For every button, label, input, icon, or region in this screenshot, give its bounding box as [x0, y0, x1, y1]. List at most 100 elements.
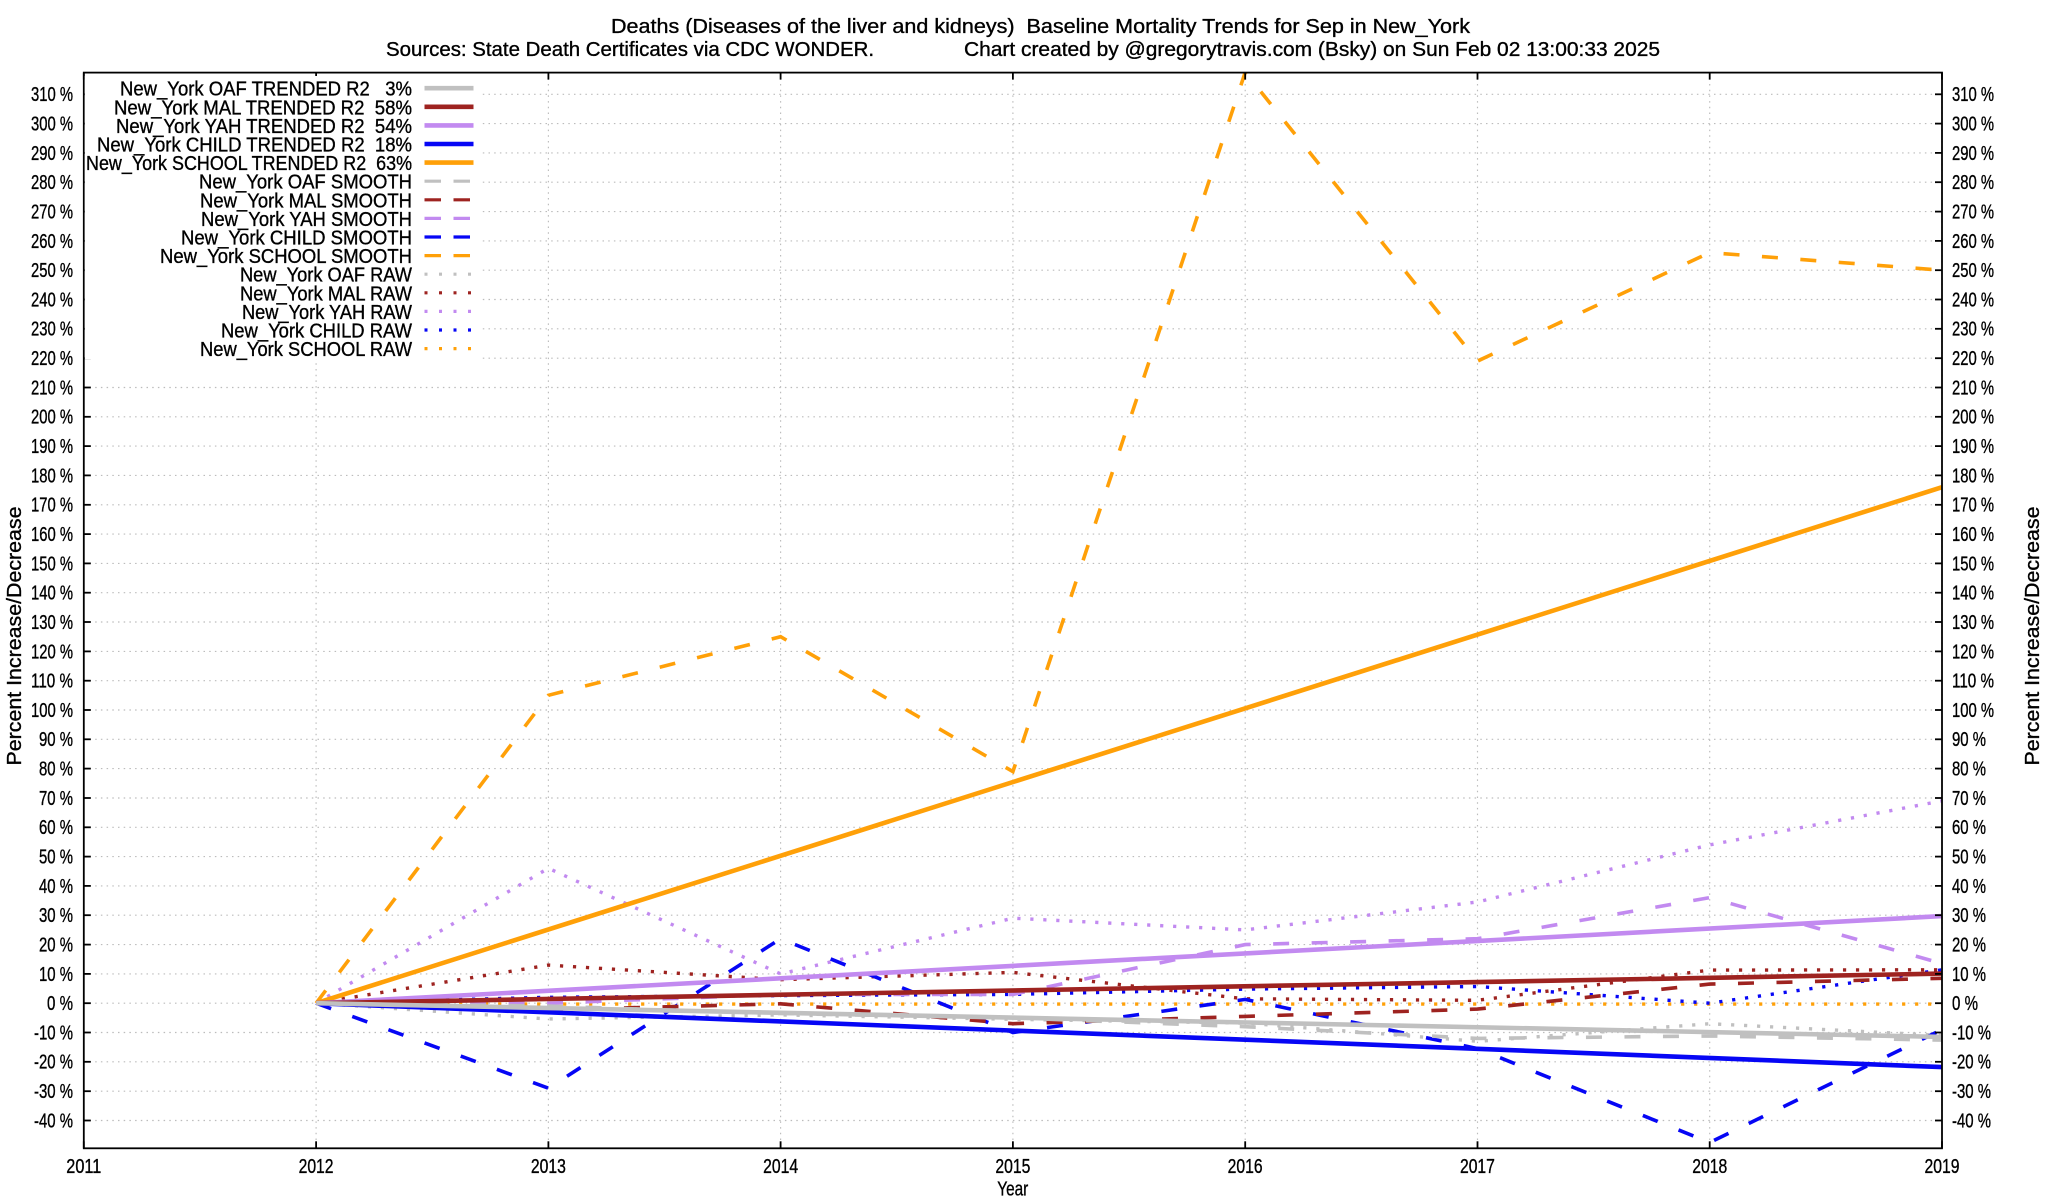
svg-text:Percent Increase/Decrease: Percent Increase/Decrease — [2022, 507, 2044, 766]
svg-text:-20 %: -20 % — [1952, 1052, 1991, 1074]
svg-text:-40 %: -40 % — [34, 1110, 73, 1132]
svg-text:140 %: 140 % — [1952, 583, 1994, 605]
svg-text:2016: 2016 — [1228, 1156, 1263, 1178]
svg-text:New_York MAL SMOOTH: New_York MAL SMOOTH — [200, 190, 412, 212]
svg-text:120 %: 120 % — [31, 641, 73, 663]
svg-text:70 %: 70 % — [39, 788, 73, 810]
svg-text:Year: Year — [997, 1179, 1028, 1200]
svg-text:-20 %: -20 % — [34, 1052, 73, 1074]
svg-text:140 %: 140 % — [31, 583, 73, 605]
svg-text:240 %: 240 % — [1952, 289, 1994, 311]
svg-text:New_York OAF RAW: New_York OAF RAW — [240, 265, 412, 287]
svg-text:2015: 2015 — [995, 1156, 1030, 1178]
svg-text:90 %: 90 % — [1952, 729, 1986, 751]
svg-text:170 %: 170 % — [1952, 495, 1994, 517]
svg-text:20 %: 20 % — [39, 934, 73, 956]
svg-text:20 %: 20 % — [1952, 934, 1986, 956]
svg-text:2019: 2019 — [1925, 1156, 1960, 1178]
svg-text:110 %: 110 % — [31, 671, 73, 693]
svg-text:120 %: 120 % — [1952, 641, 1994, 663]
svg-text:190 %: 190 % — [31, 436, 73, 458]
svg-text:New_York CHILD TRENDED R2 18%: New_York CHILD TRENDED R2 18% — [97, 135, 412, 157]
svg-text:2012: 2012 — [299, 1156, 334, 1178]
svg-text:130 %: 130 % — [31, 612, 73, 634]
svg-text:40 %: 40 % — [1952, 876, 1986, 898]
svg-text:2018: 2018 — [1692, 1156, 1727, 1178]
svg-text:230 %: 230 % — [1952, 319, 1994, 341]
svg-text:Percent Increase/Decrease: Percent Increase/Decrease — [4, 507, 26, 766]
svg-text:60 %: 60 % — [39, 817, 73, 839]
svg-text:220 %: 220 % — [31, 348, 73, 370]
svg-text:-30 %: -30 % — [34, 1081, 73, 1103]
svg-text:210 %: 210 % — [1952, 377, 1994, 399]
svg-text:New_York MAL RAW: New_York MAL RAW — [240, 283, 412, 305]
svg-text:260 %: 260 % — [1952, 231, 1994, 253]
svg-text:0 %: 0 % — [1952, 993, 1978, 1015]
svg-text:50 %: 50 % — [1952, 847, 1986, 869]
svg-text:New_York SCHOOL TRENDED R2 63: New_York SCHOOL TRENDED R2 63% — [86, 153, 412, 175]
svg-text:70 %: 70 % — [1952, 788, 1986, 810]
svg-text:150 %: 150 % — [1952, 553, 1994, 575]
svg-text:2014: 2014 — [763, 1156, 798, 1178]
svg-text:Chart created by @gregorytravi: Chart created by @gregorytravis.com (Bsk… — [964, 39, 1660, 61]
svg-text:New_York YAH TRENDED R2 54%: New_York YAH TRENDED R2 54% — [116, 116, 412, 138]
svg-text:310 %: 310 % — [31, 84, 73, 106]
svg-text:260 %: 260 % — [31, 231, 73, 253]
svg-text:130 %: 130 % — [1952, 612, 1994, 634]
svg-text:220 %: 220 % — [1952, 348, 1994, 370]
svg-text:-30 %: -30 % — [1952, 1081, 1991, 1103]
svg-text:30 %: 30 % — [1952, 905, 1986, 927]
svg-text:160 %: 160 % — [1952, 524, 1994, 546]
svg-text:New_York CHILD RAW: New_York CHILD RAW — [221, 321, 412, 343]
svg-text:160 %: 160 % — [31, 524, 73, 546]
svg-text:280 %: 280 % — [31, 172, 73, 194]
svg-text:300 %: 300 % — [1952, 114, 1994, 136]
svg-text:300 %: 300 % — [31, 114, 73, 136]
svg-text:60 %: 60 % — [1952, 817, 1986, 839]
svg-text:290 %: 290 % — [31, 143, 73, 165]
svg-text:New_York MAL TRENDED R2 58%: New_York MAL TRENDED R2 58% — [114, 97, 412, 119]
svg-text:180 %: 180 % — [31, 465, 73, 487]
svg-text:180 %: 180 % — [1952, 465, 1994, 487]
svg-text:80 %: 80 % — [1952, 759, 1986, 781]
svg-text:Deaths (Diseases of the liver: Deaths (Diseases of the liver and kidney… — [611, 16, 1471, 38]
svg-text:Sources: State Death Certifica: Sources: State Death Certificates via CD… — [386, 39, 874, 61]
svg-text:2013: 2013 — [531, 1156, 566, 1178]
svg-text:30 %: 30 % — [39, 905, 73, 927]
svg-text:100 %: 100 % — [1952, 700, 1994, 722]
svg-text:250 %: 250 % — [31, 260, 73, 282]
svg-text:40 %: 40 % — [39, 876, 73, 898]
svg-text:50 %: 50 % — [39, 847, 73, 869]
svg-text:New_York SCHOOL SMOOTH: New_York SCHOOL SMOOTH — [160, 246, 412, 268]
svg-text:170 %: 170 % — [31, 495, 73, 517]
svg-text:310 %: 310 % — [1952, 84, 1994, 106]
svg-text:230 %: 230 % — [31, 319, 73, 341]
svg-text:0 %: 0 % — [47, 993, 73, 1015]
svg-text:240 %: 240 % — [31, 289, 73, 311]
svg-text:New_York CHILD SMOOTH: New_York CHILD SMOOTH — [181, 228, 412, 250]
svg-text:280 %: 280 % — [1952, 172, 1994, 194]
svg-text:2017: 2017 — [1460, 1156, 1495, 1178]
svg-text:110 %: 110 % — [1952, 671, 1994, 693]
svg-text:New_York OAF SMOOTH: New_York OAF SMOOTH — [199, 172, 412, 194]
svg-text:100 %: 100 % — [31, 700, 73, 722]
svg-text:2011: 2011 — [66, 1156, 101, 1178]
svg-text:90 %: 90 % — [39, 729, 73, 751]
svg-text:210 %: 210 % — [31, 377, 73, 399]
svg-text:80 %: 80 % — [39, 759, 73, 781]
svg-text:-40 %: -40 % — [1952, 1110, 1991, 1132]
svg-text:190 %: 190 % — [1952, 436, 1994, 458]
svg-text:200 %: 200 % — [1952, 407, 1994, 429]
svg-text:250 %: 250 % — [1952, 260, 1994, 282]
svg-text:290 %: 290 % — [1952, 143, 1994, 165]
svg-text:10 %: 10 % — [39, 964, 73, 986]
svg-text:New_York OAF TRENDED R2 3%: New_York OAF TRENDED R2 3% — [120, 79, 412, 101]
svg-text:270 %: 270 % — [31, 201, 73, 223]
svg-text:New_York YAH SMOOTH: New_York YAH SMOOTH — [201, 209, 412, 231]
svg-text:New_York SCHOOL RAW: New_York SCHOOL RAW — [200, 339, 412, 361]
svg-text:-10 %: -10 % — [34, 1022, 73, 1044]
svg-text:-10 %: -10 % — [1952, 1022, 1991, 1044]
svg-text:150 %: 150 % — [31, 553, 73, 575]
svg-text:270 %: 270 % — [1952, 201, 1994, 223]
svg-text:New_York YAH RAW: New_York YAH RAW — [242, 302, 412, 324]
